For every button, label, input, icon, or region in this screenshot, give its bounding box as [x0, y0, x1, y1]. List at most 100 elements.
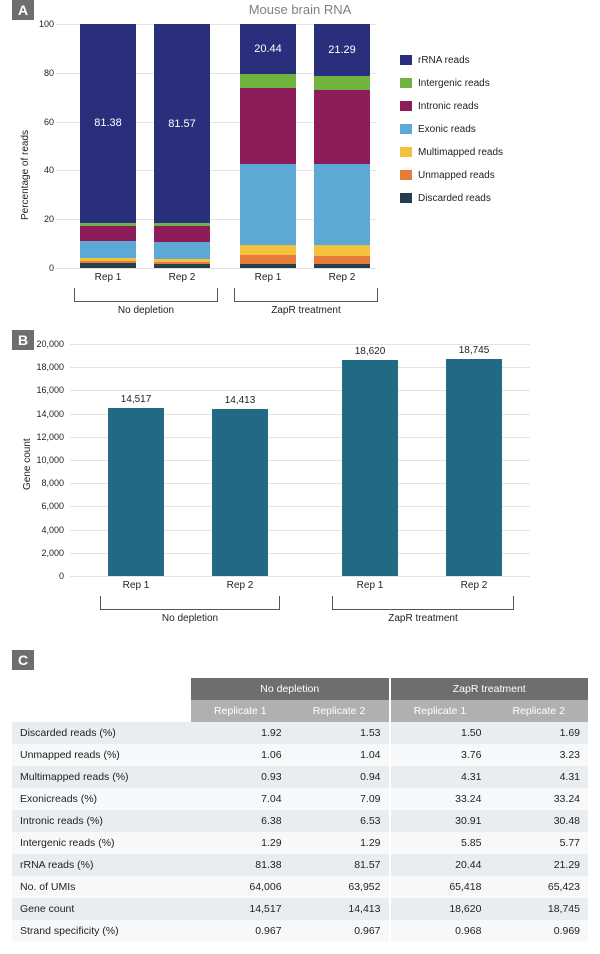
ytick-label: 20,000 — [36, 339, 64, 349]
cell-value: 63,952 — [290, 876, 390, 898]
cell-value: 1.29 — [290, 832, 390, 854]
panel-b-yticks: 02,0004,0006,0008,00010,00012,00014,0001… — [26, 344, 68, 576]
panel-a-yticks: 020406080100 — [36, 24, 56, 268]
row-label: Intergenic reads (%) — [12, 832, 191, 854]
table-sub-2: Replicate 2 — [290, 700, 390, 722]
bar-segment — [154, 223, 210, 226]
cell-value: 18,745 — [489, 898, 588, 920]
legend-item: Discarded reads — [400, 192, 503, 205]
legend-item: rRNA reads — [400, 54, 503, 67]
table-row: Intronic reads (%)6.386.5330.9130.48 — [12, 810, 588, 832]
table-row: rRNA reads (%)81.3881.5720.4421.29 — [12, 854, 588, 876]
panel-c: C No depletion ZapR treatment Replicate … — [0, 650, 600, 954]
cell-value: 4.31 — [489, 766, 588, 788]
panel-b-bars: 14,517 14,413 18,620 18,745 — [70, 344, 530, 576]
table-row: Discarded reads (%)1.921.531.501.69 — [12, 722, 588, 744]
cell-value: 65,418 — [390, 876, 490, 898]
bar-value-label: 14,413 — [225, 395, 256, 406]
row-label: No. of UMIs — [12, 876, 191, 898]
xtick-label: Rep 2 — [329, 272, 356, 283]
ytick-label: 18,000 — [36, 362, 64, 372]
ytick-label: 0 — [59, 571, 64, 581]
bar-segment — [314, 90, 370, 164]
cell-value: 1.69 — [489, 722, 588, 744]
table-body: Discarded reads (%)1.921.531.501.69Unmap… — [12, 722, 588, 942]
legend-item: Exonic reads — [400, 123, 503, 136]
cell-value: 1.50 — [390, 722, 490, 744]
bar-segment: 81.38 — [80, 24, 136, 223]
panel-b-chart: 14,517 14,413 18,620 18,745 — [70, 344, 530, 576]
cell-value: 1.29 — [191, 832, 290, 854]
legend-swatch — [400, 124, 412, 134]
xtick-label: Rep 2 — [227, 580, 254, 591]
cell-value: 0.968 — [390, 920, 490, 942]
table-head: No depletion ZapR treatment Replicate 1 … — [12, 678, 588, 722]
ytick-label: 8,000 — [41, 478, 64, 488]
table-sub-3: Replicate 1 — [390, 700, 490, 722]
bar-segment — [80, 226, 136, 242]
ytick-label: 16,000 — [36, 385, 64, 395]
stacked-bar: 81.57 — [154, 24, 210, 268]
group-label: No depletion — [162, 613, 218, 624]
row-label: Intronic reads (%) — [12, 810, 191, 832]
bar-segment: 21.29 — [314, 24, 370, 76]
cell-value: 81.38 — [191, 854, 290, 876]
bar-value-label: 18,745 — [459, 345, 490, 356]
cell-value: 1.04 — [290, 744, 390, 766]
xtick-label: Rep 1 — [123, 580, 150, 591]
bar-segment — [314, 76, 370, 90]
legend-label: Exonic reads — [418, 123, 476, 136]
cell-value: 0.967 — [191, 920, 290, 942]
bar-segment — [240, 88, 296, 163]
bar-segment — [314, 164, 370, 245]
group-bracket — [100, 596, 280, 610]
panel-b: B Gene count 02,0004,0006,0008,00010,000… — [0, 330, 600, 650]
cell-value: 14,517 — [191, 898, 290, 920]
ytick-label: 6,000 — [41, 501, 64, 511]
table-row: Gene count14,51714,41318,62018,745 — [12, 898, 588, 920]
panel-a: A Mouse brain RNA Percentage of reads 02… — [0, 0, 600, 330]
bar-segment: 81.57 — [154, 24, 210, 223]
ytick-label: 100 — [39, 19, 54, 29]
cell-value: 1.06 — [191, 744, 290, 766]
bar-segment — [80, 223, 136, 226]
ytick-label: 12,000 — [36, 432, 64, 442]
cell-value: 21.29 — [489, 854, 588, 876]
cell-value: 65,423 — [489, 876, 588, 898]
xtick-label: Rep 2 — [461, 580, 488, 591]
bar-segment-label: 81.57 — [168, 118, 196, 130]
bar: 14,413 — [212, 409, 268, 576]
table-corner — [12, 678, 191, 700]
legend-swatch — [400, 55, 412, 65]
xtick-label: Rep 1 — [357, 580, 384, 591]
row-label: Discarded reads (%) — [12, 722, 191, 744]
legend-item: Unmapped reads — [400, 169, 503, 182]
cell-value: 6.53 — [290, 810, 390, 832]
panel-c-label: C — [12, 650, 34, 670]
bar-segment — [154, 264, 210, 268]
legend-label: Multimapped reads — [418, 146, 503, 159]
panel-a-label: A — [12, 0, 34, 20]
cell-value: 30.91 — [390, 810, 490, 832]
cell-value: 33.24 — [489, 788, 588, 810]
xtick-label: Rep 2 — [169, 272, 196, 283]
stacked-bar: 21.29 — [314, 24, 370, 268]
group-bracket — [74, 288, 218, 302]
bar-value-label: 14,517 — [121, 394, 152, 405]
bar-segment — [80, 241, 136, 258]
bar-segment — [154, 242, 210, 259]
table-row: Multimapped reads (%)0.930.944.314.31 — [12, 766, 588, 788]
legend-item: Intronic reads — [400, 100, 503, 113]
bar-value-label: 18,620 — [355, 346, 386, 357]
bar-segment — [314, 264, 370, 268]
panel-a-bars: 81.38 81.57 20.44 21.29 — [56, 24, 376, 268]
legend-swatch — [400, 78, 412, 88]
cell-value: 0.94 — [290, 766, 390, 788]
bar-segment — [240, 255, 296, 264]
table-sub-4: Replicate 2 — [489, 700, 588, 722]
panel-a-legend: rRNA readsIntergenic readsIntronic reads… — [400, 54, 503, 215]
ytick-label: 0 — [49, 263, 54, 273]
bar-segment-label: 20.44 — [254, 43, 282, 55]
ytick-label: 4,000 — [41, 525, 64, 535]
legend-label: Discarded reads — [418, 192, 491, 205]
